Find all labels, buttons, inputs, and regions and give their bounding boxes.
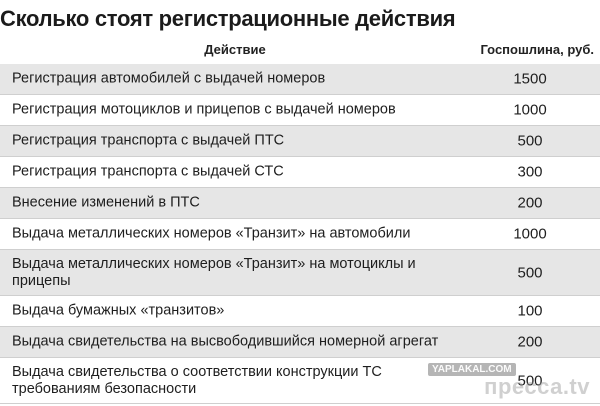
row-action: Выдача металлических номеров «Транзит» н… bbox=[12, 225, 411, 242]
header-action: Действие bbox=[204, 42, 266, 57]
row-fee: 200 bbox=[517, 333, 543, 351]
row-action: Регистрация транспорта с выдачей ПТС bbox=[12, 132, 285, 149]
row-action: Выдача свидетельства на высвободившийся … bbox=[12, 333, 439, 350]
row-fee: 200 bbox=[517, 194, 543, 212]
table-row: Выдача свидетельства на высвободившийся … bbox=[0, 327, 600, 358]
row-fee: 500 bbox=[517, 372, 543, 389]
row-action: Регистрация транспорта с выдачей СТС bbox=[12, 163, 284, 180]
fee-table: Регистрация автомобилей с выдачей номеро… bbox=[0, 64, 600, 404]
table-row: Регистрация автомобилей с выдачей номеро… bbox=[0, 64, 600, 95]
row-fee: 1500 bbox=[513, 70, 547, 88]
row-action: Выдача металлических номеров «Транзит» н… bbox=[12, 255, 416, 289]
row-action: Регистрация автомобилей с выдачей номеро… bbox=[12, 70, 326, 87]
row-fee: 500 bbox=[517, 264, 543, 281]
table-row: Внесение изменений в ПТС 200 bbox=[0, 188, 600, 219]
row-action: Выдача бумажных «транзитов» bbox=[12, 302, 225, 319]
row-action: Выдача свидетельства о соответствии конс… bbox=[12, 363, 382, 397]
table-row: Регистрация транспорта с выдачей ПТС 500 bbox=[0, 126, 600, 157]
row-fee: 100 bbox=[517, 302, 543, 320]
row-action: Регистрация мотоциклов и прицепов с выда… bbox=[12, 101, 396, 118]
row-fee: 300 bbox=[517, 163, 543, 181]
page-title: Сколько стоят регистрационные действия bbox=[0, 6, 456, 31]
row-fee: 1000 bbox=[513, 101, 547, 119]
row-fee: 1000 bbox=[513, 225, 547, 243]
watermark-domain: пресса.tv bbox=[484, 374, 590, 399]
header-fee: Госпошлина, руб. bbox=[480, 42, 594, 57]
table-row: Регистрация мотоциклов и прицепов с выда… bbox=[0, 95, 600, 126]
table-row: Регистрация транспорта с выдачей СТС 300 bbox=[0, 157, 600, 188]
watermark-site: YAPLAKAL.COM bbox=[428, 363, 516, 376]
table-row: Выдача бумажных «транзитов» 100 bbox=[0, 296, 600, 327]
table-row: Выдача металлических номеров «Транзит» н… bbox=[0, 250, 600, 296]
table-row: Выдача металлических номеров «Транзит» н… bbox=[0, 219, 600, 250]
table-header: Действие Госпошлина, руб. bbox=[0, 36, 600, 62]
row-action: Внесение изменений в ПТС bbox=[12, 194, 200, 211]
row-fee: 500 bbox=[517, 132, 543, 150]
